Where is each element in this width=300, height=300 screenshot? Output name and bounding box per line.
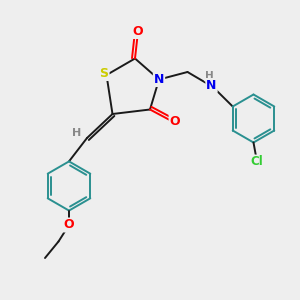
Text: N: N (206, 79, 217, 92)
Text: H: H (72, 128, 81, 139)
Text: O: O (64, 218, 74, 232)
Text: N: N (154, 73, 164, 86)
Text: O: O (133, 25, 143, 38)
Text: S: S (100, 67, 109, 80)
Text: O: O (169, 115, 180, 128)
Text: Cl: Cl (250, 155, 263, 169)
Text: H: H (205, 70, 214, 81)
